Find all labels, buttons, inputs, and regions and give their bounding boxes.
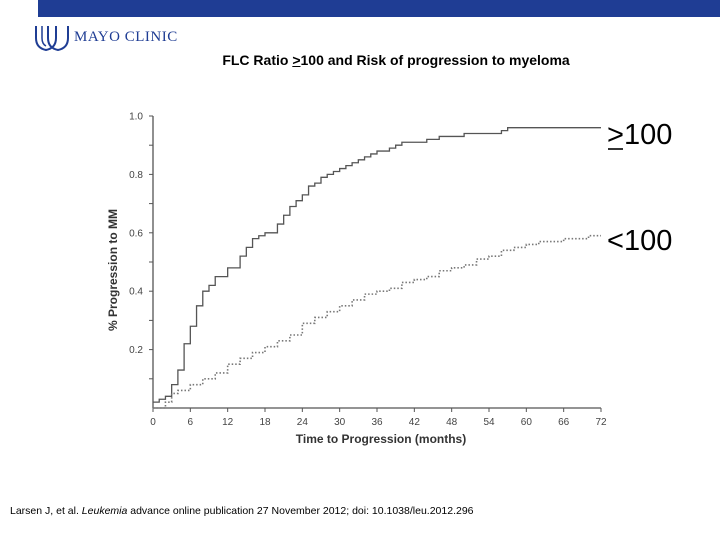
title-ge-symbol: > xyxy=(292,52,301,68)
x-tick-label: 54 xyxy=(483,417,495,428)
citation: Larsen J, et al. Leukemia advance online… xyxy=(10,505,474,517)
x-tick-label: 18 xyxy=(259,417,271,428)
x-axis-label: Time to Progression (months) xyxy=(296,432,466,446)
series-line-ge100 xyxy=(153,127,601,403)
series-label-symbol: > xyxy=(607,119,624,151)
series-label-symbol: < xyxy=(607,225,624,257)
citation-journal: Leukemia xyxy=(81,505,128,517)
mayo-shield-icon xyxy=(35,26,69,52)
y-tick-label: 0.4 xyxy=(129,287,143,298)
y-tick-label: 0.2 xyxy=(129,345,143,356)
series-label-ge100: >100 xyxy=(607,119,672,151)
x-tick-label: 66 xyxy=(558,417,570,428)
x-tick-label: 42 xyxy=(409,417,421,428)
x-tick-label: 48 xyxy=(446,417,458,428)
y-tick-label: 0.8 xyxy=(129,170,143,181)
series-label-lt100: <100 xyxy=(607,225,672,257)
series-label-value: 100 xyxy=(624,225,672,257)
x-tick-label: 24 xyxy=(297,417,309,428)
title-prefix: FLC Ratio xyxy=(222,52,293,68)
y-axis-label: % Progression to MM xyxy=(106,209,120,331)
x-tick-label: 72 xyxy=(595,417,607,428)
x-tick-label: 36 xyxy=(371,417,383,428)
logo-text: MAYO CLINIC xyxy=(74,28,178,45)
y-tick-label: 0.6 xyxy=(129,228,143,239)
citation-authors: Larsen J, et al. xyxy=(10,505,82,517)
series-line-lt100 xyxy=(153,234,601,409)
x-tick-label: 0 xyxy=(150,417,156,428)
citation-details: advance online publication 27 November 2… xyxy=(127,505,474,517)
x-tick-label: 6 xyxy=(188,417,194,428)
top-brand-bar xyxy=(38,0,720,17)
x-tick-label: 30 xyxy=(334,417,346,428)
title-rest: 100 and Risk of progression to myeloma xyxy=(300,52,570,68)
mayo-clinic-logo: MAYO CLINIC xyxy=(34,20,178,54)
slide-title: FLC Ratio >100 and Risk of progression t… xyxy=(0,52,720,68)
x-tick-label: 60 xyxy=(521,417,533,428)
series-label-value: 100 xyxy=(624,119,672,151)
y-tick-label: 1.0 xyxy=(129,112,143,123)
x-tick-label: 12 xyxy=(222,417,234,428)
